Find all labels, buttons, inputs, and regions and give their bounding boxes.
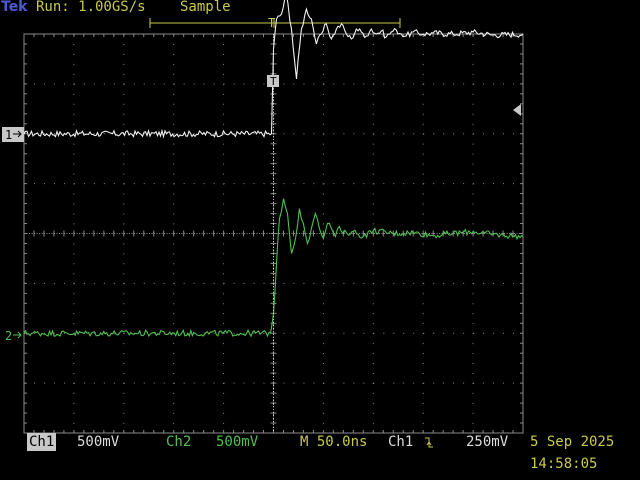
ch2-ground-marker[interactable]: 2 bbox=[5, 329, 22, 343]
brand-label: Tek bbox=[1, 0, 28, 15]
arrow-right-icon bbox=[13, 331, 22, 339]
trace-ch1 bbox=[23, 0, 524, 139]
time-readout: 14:58:05 bbox=[530, 456, 598, 472]
run-status: Run: 1.00GS/s bbox=[36, 0, 146, 15]
ch1-label[interactable]: Ch1 bbox=[27, 433, 57, 451]
date-readout: 5 Sep 2025 bbox=[530, 434, 615, 450]
ch2-marker-label: 2 bbox=[5, 329, 12, 343]
timebase-readout: M 50.0ns bbox=[300, 434, 368, 450]
trace-ch2 bbox=[23, 198, 524, 338]
trigger-point-label: T bbox=[270, 75, 277, 88]
arrow-right-icon bbox=[13, 130, 22, 138]
ch2-scale: 500mV bbox=[216, 434, 259, 450]
trigger-point-marker: T bbox=[267, 75, 279, 88]
ch1-scale: 500mV bbox=[77, 434, 120, 450]
trigger-source: Ch1 bbox=[388, 434, 414, 450]
acquisition-mode: Sample bbox=[180, 0, 231, 15]
ch1-marker-label: 1 bbox=[5, 128, 12, 142]
trigger-level-arrow-icon[interactable] bbox=[513, 104, 521, 116]
ch2-label[interactable]: Ch2 bbox=[166, 434, 192, 450]
trigger-level: 250mV bbox=[466, 434, 509, 450]
ch1-ground-marker[interactable]: 1 bbox=[2, 127, 24, 142]
trigger-time-marker: T bbox=[268, 16, 275, 30]
trigger-position-bracket bbox=[149, 18, 401, 28]
rising-edge-icon bbox=[425, 437, 433, 448]
waveform-traces bbox=[23, 0, 524, 433]
